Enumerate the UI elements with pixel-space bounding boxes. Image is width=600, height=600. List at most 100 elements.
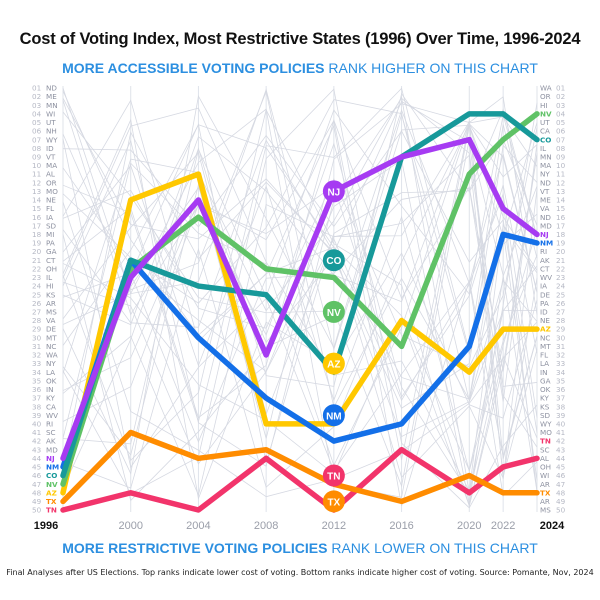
right-rank-state: FL xyxy=(540,351,548,360)
left-rank-number: 26 xyxy=(32,299,42,308)
left-rank-state: IA xyxy=(46,213,53,222)
right-rank-number: 35 xyxy=(556,376,565,385)
left-rank-number: 12 xyxy=(32,178,41,187)
series-badge-label-nm: NM xyxy=(326,411,342,422)
right-rank-number: 38 xyxy=(556,402,566,411)
left-rank-state: AK xyxy=(46,437,56,446)
right-rank-state: MO xyxy=(540,428,552,437)
left-rank-number: 28 xyxy=(32,316,42,325)
right-rank-number: 27 xyxy=(556,308,565,317)
left-rank-state: NH xyxy=(46,127,57,136)
right-rank-number: 50 xyxy=(556,506,566,515)
right-rank-state: GA xyxy=(540,376,551,385)
right-rank-state: OR xyxy=(540,92,551,101)
x-tick-label: 1996 xyxy=(34,520,58,532)
background-state-line xyxy=(62,123,538,489)
left-rank-state: VA xyxy=(46,316,55,325)
right-rank-state: WI xyxy=(540,471,549,480)
left-rank-state: CA xyxy=(46,402,56,411)
left-rank-number: 06 xyxy=(32,127,42,136)
right-rank-number: 22 xyxy=(556,264,565,273)
right-rank-number: 20 xyxy=(556,247,566,256)
right-rank-number: 34 xyxy=(556,368,566,377)
right-rank-number: 10 xyxy=(556,161,566,170)
right-rank-number: 28 xyxy=(556,316,566,325)
left-rank-number: 22 xyxy=(32,264,41,273)
right-rank-number: 08 xyxy=(556,144,566,153)
left-rank-state: NY xyxy=(46,359,56,368)
right-rank-state: TN xyxy=(540,437,551,446)
footer-note: Final Analyses after US Elections. Top r… xyxy=(6,568,594,577)
right-rank-state: AL xyxy=(540,454,549,463)
left-rank-number: 49 xyxy=(32,497,42,506)
chart-title: Cost of Voting Index, Most Restrictive S… xyxy=(19,30,581,48)
x-tick-label: 2000 xyxy=(118,520,142,532)
left-rank-number: 43 xyxy=(32,445,41,454)
left-rank-number: 30 xyxy=(32,333,42,342)
x-tick-label: 2012 xyxy=(322,520,346,532)
left-rank-number: 31 xyxy=(32,342,41,351)
right-rank-number: 21 xyxy=(556,256,565,265)
right-rank-number: 36 xyxy=(556,385,566,394)
right-rank-state: ND xyxy=(540,178,551,187)
background-state-line xyxy=(62,88,538,509)
right-rank-number: 43 xyxy=(556,445,565,454)
right-rank-state: KY xyxy=(540,394,549,403)
left-rank-state: LA xyxy=(46,368,55,377)
left-rank-state: OK xyxy=(46,376,57,385)
right-rank-number: 25 xyxy=(556,290,565,299)
left-rank-state: TN xyxy=(46,506,57,515)
series-line-nm xyxy=(60,231,540,470)
left-rank-number: 27 xyxy=(32,308,41,317)
bottom-subtitle-strong: MORE RESTRICTIVE VOTING POLICIES xyxy=(62,540,328,556)
series-badge-az xyxy=(322,352,345,375)
left-rank-number: 18 xyxy=(32,230,42,239)
left-rank-state: AR xyxy=(46,299,56,308)
left-rank-number: 17 xyxy=(32,221,41,230)
left-rank-state: OH xyxy=(46,264,57,273)
right-rank-state: NM xyxy=(540,239,553,248)
right-rank-number: 05 xyxy=(556,118,565,127)
left-rank-number: 02 xyxy=(32,92,41,101)
background-state-line xyxy=(62,124,538,480)
left-rank-state: RI xyxy=(46,419,53,428)
left-rank-number: 48 xyxy=(32,488,42,497)
right-rank-state: WY xyxy=(540,419,552,428)
left-rank-number: 46 xyxy=(32,471,42,480)
left-rank-number: 09 xyxy=(32,152,42,161)
left-rank-number: 08 xyxy=(32,144,42,153)
right-rank-number: 49 xyxy=(556,497,566,506)
right-rank-state: WV xyxy=(540,273,552,282)
right-rank-number: 02 xyxy=(556,92,565,101)
right-rank-number: 29 xyxy=(556,325,566,334)
right-rank-number: 37 xyxy=(556,394,565,403)
left-rank-state: SD xyxy=(46,221,57,230)
right-rank-state: AK xyxy=(540,256,550,265)
right-rank-number: 33 xyxy=(556,359,565,368)
right-rank-state: HI xyxy=(540,101,548,110)
right-rank-state: PA xyxy=(540,299,549,308)
left-rank-number: 03 xyxy=(32,101,41,110)
right-rank-number: 18 xyxy=(556,230,566,239)
right-rank-state: CA xyxy=(540,127,550,136)
right-rank-state: SC xyxy=(540,445,550,454)
right-rank-state: LA xyxy=(540,359,549,368)
x-tick-label: 2008 xyxy=(254,520,278,532)
left-rank-number: 05 xyxy=(32,118,41,127)
left-rank-state: ND xyxy=(46,84,57,93)
right-rank-state: UT xyxy=(540,118,550,127)
left-rank-number: 36 xyxy=(32,385,42,394)
left-rank-state: AL xyxy=(46,170,55,179)
left-rank-state: FL xyxy=(46,204,54,213)
left-rank-number: 41 xyxy=(32,428,41,437)
right-rank-number: 17 xyxy=(556,221,565,230)
series-badge-nv xyxy=(322,300,345,323)
right-rank-state: TX xyxy=(540,488,551,497)
right-rank-state: CT xyxy=(540,264,550,273)
background-state-line xyxy=(62,164,538,473)
right-rank-state: NC xyxy=(540,333,550,342)
right-rank-number: 01 xyxy=(556,84,565,93)
left-rank-state: WY xyxy=(46,135,58,144)
right-rank-number: 30 xyxy=(556,333,566,342)
